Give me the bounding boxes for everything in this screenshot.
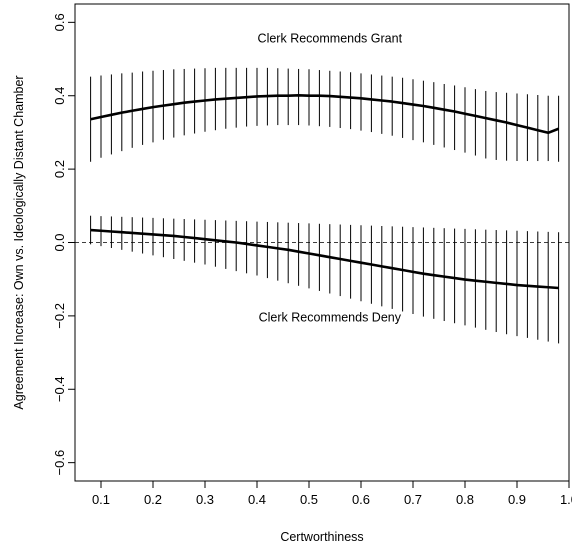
y-tick-label: −0.6 <box>52 450 67 476</box>
y-tick-label: 0.4 <box>52 87 67 105</box>
x-tick-label: 0.6 <box>352 492 370 507</box>
series-line-1 <box>90 94 560 135</box>
x-tick-label: 0.8 <box>456 492 474 507</box>
series-lines-group <box>90 94 560 290</box>
x-tick-label: 0.9 <box>508 492 526 507</box>
x-tick-label: 0.3 <box>196 492 214 507</box>
y-tick-label: 0.6 <box>52 13 67 31</box>
x-axis: 0.1 0.2 0.3 0.4 0.5 0.6 0.7 0.8 0.9 1.0 <box>92 480 572 507</box>
x-tick-label: 0.2 <box>144 492 162 507</box>
error-bars-group <box>90 67 560 344</box>
series-line-2 <box>90 228 559 290</box>
y-tick-label: 0.0 <box>52 233 67 251</box>
x-tick-label: 1.0 <box>560 492 572 507</box>
series-annotation: Clerk Recommends Deny <box>259 310 402 324</box>
y-tick-label: −0.4 <box>52 376 67 402</box>
x-tick-label: 0.5 <box>300 492 318 507</box>
x-tick-label: 0.7 <box>404 492 422 507</box>
annotations-group: Clerk Recommends Grant Clerk Recommends D… <box>258 32 403 325</box>
y-axis: −0.6 −0.4 −0.2 0.0 0.2 0.4 0.6 <box>52 13 76 476</box>
x-axis-title: Certworthiness <box>280 530 363 544</box>
y-tick-label: −0.2 <box>52 303 67 329</box>
x-tick-label: 0.1 <box>92 492 110 507</box>
x-tick-label: 0.4 <box>248 492 266 507</box>
y-axis-title: Agreement Increase: Own vs. Ideologicall… <box>12 75 26 409</box>
y-tick-label: 0.2 <box>52 160 67 178</box>
series-annotation: Clerk Recommends Grant <box>258 32 403 46</box>
